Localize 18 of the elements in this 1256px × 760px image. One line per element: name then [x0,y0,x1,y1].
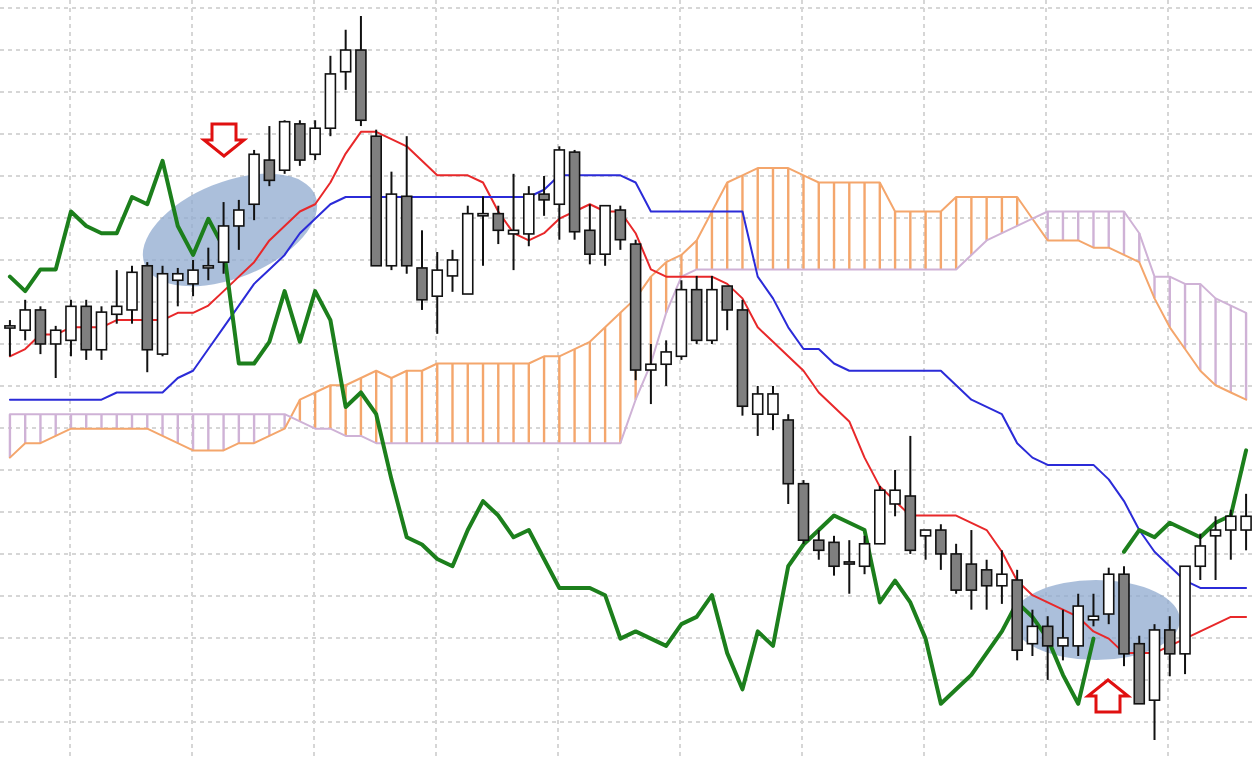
candlestick [1026,608,1039,658]
candlestick [980,558,993,611]
candlestick [1209,515,1222,581]
candlestick [614,204,627,251]
candlestick [858,534,871,576]
candlestick [446,248,459,293]
candlestick [507,172,520,272]
candlestick [95,305,108,361]
candlestick [965,529,978,611]
candlestick [1041,615,1054,681]
candlestick [202,246,215,282]
candlestick [233,198,245,251]
candlestick [1087,592,1100,628]
candlestick [339,28,352,91]
candlestick [919,529,932,561]
candlestick [263,125,276,188]
candlestick [217,201,230,275]
candlestick [34,305,47,356]
